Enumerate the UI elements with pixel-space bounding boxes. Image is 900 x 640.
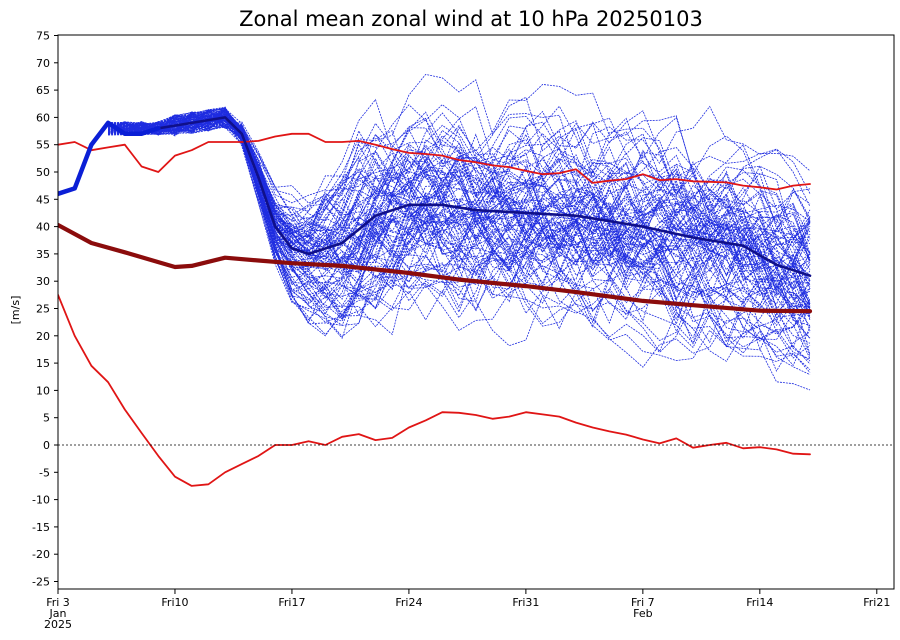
ensemble-member-line bbox=[107, 117, 811, 264]
ensemble-member-line bbox=[108, 107, 811, 317]
y-axis: 757065605550454035302520151050-5-10-15-2… bbox=[32, 30, 58, 589]
ensemble-member-line bbox=[107, 112, 811, 323]
y-tick-label: 55 bbox=[36, 139, 50, 152]
ensemble-member-line bbox=[108, 111, 811, 370]
ensemble-member-line bbox=[107, 112, 811, 339]
ensemble-member-line bbox=[107, 108, 811, 303]
x-tick-label: Fri 3 bbox=[46, 596, 70, 609]
y-tick-label: 60 bbox=[36, 111, 50, 124]
ensemble-member-line bbox=[107, 110, 811, 291]
x-tick-label: Fri 7 bbox=[631, 596, 655, 609]
ensemble-member-line bbox=[108, 83, 811, 272]
y-tick-label: 15 bbox=[36, 357, 50, 370]
y-tick-label: 35 bbox=[36, 248, 50, 261]
x-tick-label: Fri17 bbox=[278, 596, 305, 609]
ensemble-member-line bbox=[107, 117, 811, 372]
ensemble-member-line bbox=[108, 113, 811, 320]
y-tick-label: 10 bbox=[36, 384, 50, 397]
ensemble-member-line bbox=[107, 109, 811, 285]
y-tick-label: -25 bbox=[32, 576, 50, 589]
y-axis-label: [m/s] bbox=[9, 296, 22, 325]
x-tick-label: Fri14 bbox=[746, 596, 773, 609]
ensemble-member-line bbox=[108, 111, 811, 321]
ensemble-member-line bbox=[108, 110, 811, 316]
y-tick-label: 75 bbox=[36, 30, 50, 43]
ensemble-member-line bbox=[108, 108, 811, 290]
y-tick-label: 20 bbox=[36, 330, 50, 343]
y-tick-label: 5 bbox=[43, 412, 50, 425]
y-tick-label: -15 bbox=[32, 521, 50, 534]
analysis-line bbox=[58, 120, 161, 197]
y-tick-label: -5 bbox=[39, 466, 50, 479]
ensemble-member-line bbox=[107, 112, 811, 333]
x-tick-label: Fri31 bbox=[512, 596, 539, 609]
climatology-min-line bbox=[58, 294, 811, 487]
ensemble-member-line bbox=[107, 113, 811, 340]
y-tick-label: 65 bbox=[36, 84, 50, 97]
ensemble-member-line bbox=[107, 108, 811, 292]
x-tick-label: 2025 bbox=[44, 618, 72, 631]
climatology-max-line bbox=[58, 132, 811, 191]
y-tick-label: 25 bbox=[36, 303, 50, 316]
y-tick-label: -20 bbox=[32, 548, 50, 561]
ensemble-member-line bbox=[108, 98, 811, 243]
ensemble-member-line bbox=[108, 122, 811, 270]
ensemble-mean-line bbox=[157, 116, 812, 277]
ensemble-member-line bbox=[108, 107, 811, 307]
ensemble-member-line bbox=[107, 112, 811, 269]
ensemble-members bbox=[107, 73, 811, 391]
x-tick-label: Fri24 bbox=[395, 596, 422, 609]
y-tick-label: 0 bbox=[43, 439, 50, 452]
x-tick-label: Feb bbox=[633, 607, 652, 620]
y-tick-label: 30 bbox=[36, 275, 50, 288]
plot-frame bbox=[57, 34, 895, 590]
ensemble-member-line bbox=[108, 116, 811, 284]
chart-title: Zonal mean zonal wind at 10 hPa 20250103 bbox=[239, 7, 703, 31]
ensemble-member-line bbox=[107, 108, 811, 362]
ensemble-member-line bbox=[108, 117, 811, 269]
ensemble-member-line bbox=[108, 106, 811, 234]
ensemble-member-line bbox=[108, 121, 811, 263]
climatology-mean-line bbox=[58, 222, 813, 314]
ensemble-member-line bbox=[108, 110, 811, 353]
y-tick-label: -10 bbox=[32, 494, 50, 507]
ensemble-member-line bbox=[108, 111, 811, 290]
y-tick-label: 70 bbox=[36, 57, 50, 70]
x-tick-label: Fri10 bbox=[161, 596, 188, 609]
x-tick-label: Jan bbox=[49, 607, 67, 620]
ensemble-member-line bbox=[108, 113, 811, 321]
y-tick-label: 50 bbox=[36, 166, 50, 179]
ensemble-member-line bbox=[107, 111, 811, 286]
ensemble-member-line bbox=[108, 112, 811, 252]
ensemble-member-line bbox=[108, 111, 811, 319]
y-tick-label: 40 bbox=[36, 221, 50, 234]
x-tick-label: Fri21 bbox=[863, 596, 890, 609]
ensemble-member-line bbox=[107, 111, 811, 373]
y-tick-label: 45 bbox=[36, 193, 50, 206]
